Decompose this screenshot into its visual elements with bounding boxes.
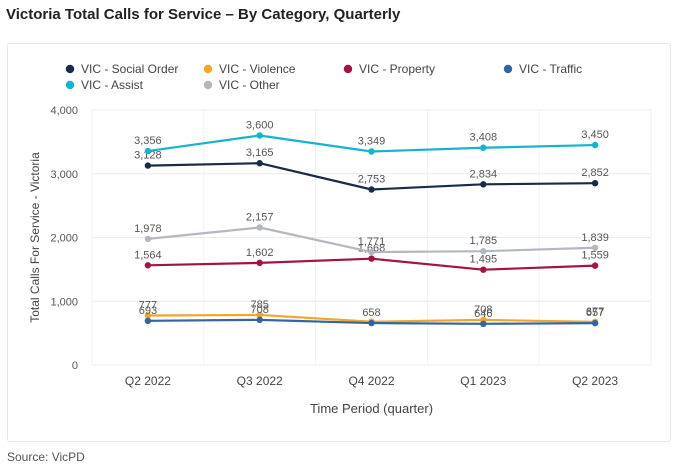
chart-card: 0 1,000 2,000 3,000 4,000 Q2 2022 Q3 2022 Q4 20… [7, 43, 671, 442]
data-label: 657 [586, 307, 604, 319]
data-point[interactable] [368, 148, 375, 155]
data-label: 708 [251, 304, 269, 316]
x-tick-label: Q2 2023 [572, 374, 618, 388]
x-tick-label: Q4 2022 [348, 374, 394, 388]
data-label: 1,839 [581, 232, 609, 244]
data-label: 1,495 [470, 254, 498, 266]
y-tick-label: 1,000 [50, 296, 78, 308]
data-point[interactable] [591, 141, 599, 149]
data-point[interactable] [591, 244, 599, 251]
legend-label-vic-property[interactable]: VIC - Property [359, 62, 435, 76]
legend-label-vic-violence[interactable]: VIC - Violence [219, 62, 296, 76]
source-note: Source: VicPD [7, 450, 85, 464]
y-tick-label: 3,000 [50, 169, 78, 181]
data-point[interactable] [591, 179, 599, 187]
data-point[interactable] [144, 235, 152, 243]
x-tick-label: Q2 2022 [125, 374, 171, 388]
data-label: 2,753 [358, 173, 386, 185]
legend-marker-vic-traffic[interactable] [503, 64, 513, 74]
data-point[interactable] [256, 224, 263, 231]
y-tick-label: 2,000 [50, 233, 78, 245]
data-label: 3,165 [246, 147, 274, 159]
data-label: 3,408 [470, 132, 498, 144]
legend-label-vic-other[interactable]: VIC - Other [219, 78, 280, 92]
data-label: 785 [251, 299, 269, 311]
data-label: 3,600 [246, 120, 274, 132]
data-point[interactable] [144, 312, 152, 319]
data-label: 658 [362, 307, 380, 319]
y-tick-label: 4,000 [50, 105, 78, 117]
data-label: 2,852 [581, 167, 609, 179]
data-label: 3,349 [358, 136, 386, 148]
data-point[interactable] [368, 319, 375, 327]
y-axis-title: Total Calls For Service - Victoria [28, 152, 42, 323]
data-label: 646 [474, 308, 492, 320]
data-point[interactable] [144, 147, 152, 155]
data-point[interactable] [480, 320, 487, 328]
data-point[interactable] [256, 311, 263, 319]
data-point[interactable] [368, 255, 375, 262]
data-label: 777 [139, 299, 157, 311]
data-point[interactable] [144, 162, 152, 169]
x-axis-title: Time Period (quarter) [310, 401, 433, 416]
data-label: 2,157 [246, 211, 274, 223]
data-point[interactable] [368, 186, 375, 193]
data-point[interactable] [591, 319, 599, 327]
legend-label-vic-assist[interactable]: VIC - Assist [81, 78, 144, 92]
data-label: 3,450 [581, 129, 609, 141]
data-label: 2,834 [470, 168, 498, 180]
data-point[interactable] [480, 181, 487, 188]
data-label: 3,128 [134, 150, 162, 162]
x-tick-label: Q3 2022 [237, 374, 283, 388]
data-point[interactable] [480, 144, 487, 151]
data-label: 1,785 [470, 235, 498, 247]
legend-marker-vic-other[interactable] [203, 80, 213, 90]
data-point[interactable] [144, 317, 152, 325]
data-label: 1,771 [358, 236, 386, 248]
data-label: 677 [586, 306, 604, 318]
data-label: 3,356 [134, 135, 162, 147]
data-point[interactable] [368, 248, 375, 256]
legend-label-vic-traffic[interactable]: VIC - Traffic [519, 62, 582, 76]
legend-marker-vic-assist[interactable] [65, 80, 75, 90]
data-label: 708 [474, 304, 492, 316]
data-point[interactable] [256, 160, 263, 167]
data-label: 1,978 [134, 223, 162, 235]
data-point[interactable] [480, 248, 487, 255]
data-point[interactable] [256, 316, 263, 324]
legend-marker-vic-property[interactable] [343, 64, 353, 74]
data-point[interactable] [144, 262, 152, 269]
legend-marker-vic-violence[interactable] [203, 64, 213, 74]
data-point[interactable] [480, 266, 487, 273]
line-chart: 0 1,000 2,000 3,000 4,000 Q2 2022 Q3 2022 Q4 20… [28, 62, 652, 416]
legend-marker-vic-social-order[interactable] [65, 64, 75, 74]
data-label: 1,564 [134, 249, 162, 261]
x-tick-label: Q1 2023 [460, 374, 506, 388]
data-point[interactable] [256, 259, 263, 267]
data-label: 1,602 [246, 247, 274, 259]
data-label: 693 [139, 305, 157, 317]
data-point[interactable] [591, 262, 599, 269]
data-point[interactable] [256, 132, 263, 139]
legend-label-vic-social-order[interactable]: VIC - Social Order [81, 62, 178, 76]
page-title: Victoria Total Calls for Service – By Ca… [6, 6, 401, 23]
data-label: 1,559 [581, 250, 609, 262]
y-tick-label: 0 [72, 360, 78, 372]
